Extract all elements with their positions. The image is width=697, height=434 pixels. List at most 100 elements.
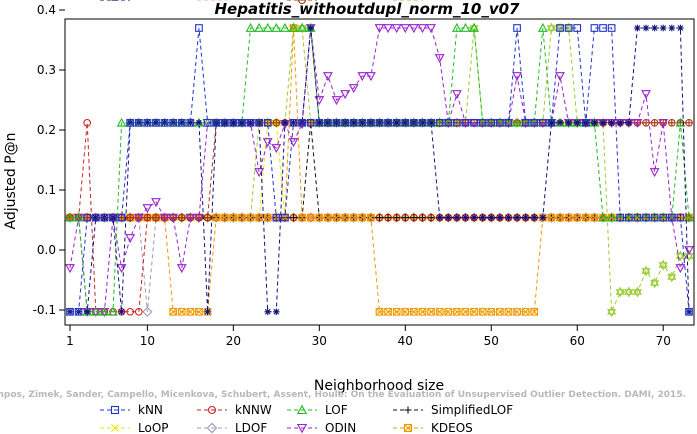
data-point-kdeos	[564, 213, 573, 222]
data-point-cof	[496, 214, 504, 221]
series-line-knn	[70, 27, 690, 313]
data-point-lof	[254, 22, 265, 32]
data-point-cof	[539, 214, 547, 221]
data-point-knn	[324, 118, 332, 127]
data-point-knn	[453, 118, 461, 127]
data-point-odin	[400, 24, 411, 34]
data-point-knn	[220, 118, 229, 127]
data-point-kdeos	[401, 307, 410, 316]
data-point-ldf	[126, 213, 135, 222]
data-point-knn	[530, 118, 539, 127]
data-point-cof	[513, 214, 521, 221]
data-point-odin	[391, 24, 402, 34]
data-point-knn	[126, 118, 135, 127]
data-point-cof	[591, 119, 598, 127]
x-tick-label: 1	[66, 334, 74, 348]
data-point-simplifiedlof	[427, 214, 435, 221]
data-point-knn	[392, 118, 401, 127]
data-point-cof	[677, 24, 684, 32]
data-point-simplifiedlof	[419, 214, 426, 221]
data-point-cof	[565, 119, 572, 127]
y-tick-label: 0.4	[37, 3, 56, 17]
data-point-odin	[340, 90, 350, 100]
data-point-odin	[675, 264, 686, 274]
data-point-lof	[262, 22, 273, 32]
legend-marker-simplifiedlof	[404, 406, 412, 414]
data-point-lof	[116, 117, 127, 127]
legend-label-knnw: kNNW	[235, 403, 272, 417]
data-point-lof	[73, 212, 84, 222]
data-point-odin	[185, 213, 196, 223]
data-point-odin	[151, 198, 161, 208]
data-point-knn	[169, 118, 178, 127]
data-point-odin	[649, 168, 660, 178]
data-point-knnw	[83, 118, 92, 127]
data-point-knn	[246, 118, 255, 127]
data-point-ldf	[650, 118, 659, 127]
data-point-odin	[512, 72, 522, 82]
legend-label-kdeos: KDEOS	[431, 421, 473, 434]
data-point-knn	[160, 118, 169, 127]
data-point-odin	[133, 213, 144, 223]
data-point-cof	[264, 308, 272, 316]
data-point-knn	[229, 118, 238, 127]
data-point-kdeos	[513, 307, 521, 316]
legend-marker-ldof	[206, 422, 218, 434]
data-point-cof	[470, 214, 478, 221]
data-point-cof	[505, 214, 512, 221]
data-point-knn	[341, 118, 349, 127]
data-point-cof	[384, 119, 392, 127]
series-lof	[65, 22, 694, 316]
data-point-knn	[203, 118, 212, 127]
data-point-simplifiedlof	[410, 214, 418, 221]
data-point-lof	[451, 22, 462, 32]
data-point-kdeos	[384, 307, 392, 316]
data-point-kdeos	[392, 307, 401, 316]
data-point-knn	[152, 118, 160, 127]
data-point-ldf	[143, 213, 152, 222]
x-axis-label: Neighborhood size	[314, 378, 444, 394]
data-point-knn	[306, 118, 315, 127]
data-point-knn	[513, 24, 521, 32]
series-line-odin	[69, 27, 690, 313]
legend-item-fastabod: FastABOD	[197, 0, 294, 3]
data-point-knn	[83, 213, 92, 222]
data-point-lof	[245, 22, 256, 32]
y-tick-label: 0.1	[37, 183, 56, 197]
legend-item-inflo: INFLO	[393, 0, 466, 3]
data-point-cof	[659, 24, 667, 32]
data-point-knn	[487, 118, 496, 127]
data-point-inflo	[641, 265, 651, 277]
data-point-odin	[65, 264, 75, 274]
data-point-cof	[522, 214, 529, 221]
series-ldof	[64, 212, 695, 317]
data-point-ldf	[642, 118, 650, 127]
data-point-cof	[195, 119, 203, 127]
data-point-kdeos	[453, 307, 461, 316]
data-point-knn	[556, 24, 564, 32]
x-tick-label: 50	[484, 334, 499, 348]
data-point-lof	[512, 117, 522, 127]
data-point-kdeos	[410, 307, 418, 316]
data-point-cof	[573, 119, 581, 127]
legend: kNN kNNW LOF SimplifiedLOF LoOP LDOF ODIN KDEOS…	[100, 0, 513, 434]
data-point-knn	[478, 118, 487, 127]
series-line-inflo	[70, 27, 689, 312]
data-point-knn	[281, 213, 289, 222]
data-point-kdeos	[504, 307, 513, 316]
legend-item-odin: ODIN	[287, 421, 356, 434]
data-point-cof	[651, 24, 658, 32]
data-point-odin	[555, 72, 565, 82]
data-point-simplifiedlof	[384, 214, 392, 221]
series-knn	[66, 24, 693, 316]
data-point-kdeos	[341, 213, 349, 222]
data-point-cof	[307, 24, 315, 32]
data-point-knn	[238, 118, 246, 127]
data-point-knn	[633, 213, 642, 222]
data-point-knn	[642, 213, 650, 222]
data-point-knn	[496, 118, 504, 127]
data-point-knnw	[134, 307, 143, 316]
data-point-odin	[374, 24, 385, 34]
data-point-knn	[616, 213, 625, 222]
